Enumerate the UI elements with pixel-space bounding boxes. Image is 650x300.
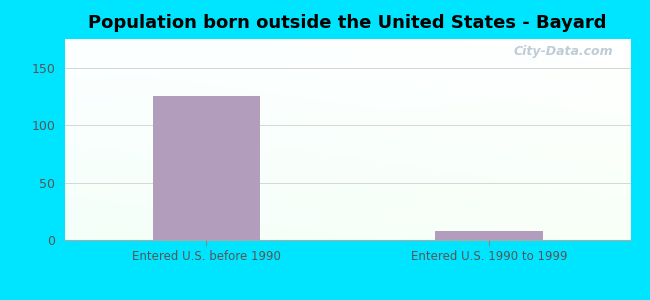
Title: Population born outside the United States - Bayard: Population born outside the United State… (88, 14, 607, 32)
Bar (153, 96, 260, 240)
Bar (436, 231, 543, 240)
Text: City-Data.com: City-Data.com (514, 45, 614, 58)
